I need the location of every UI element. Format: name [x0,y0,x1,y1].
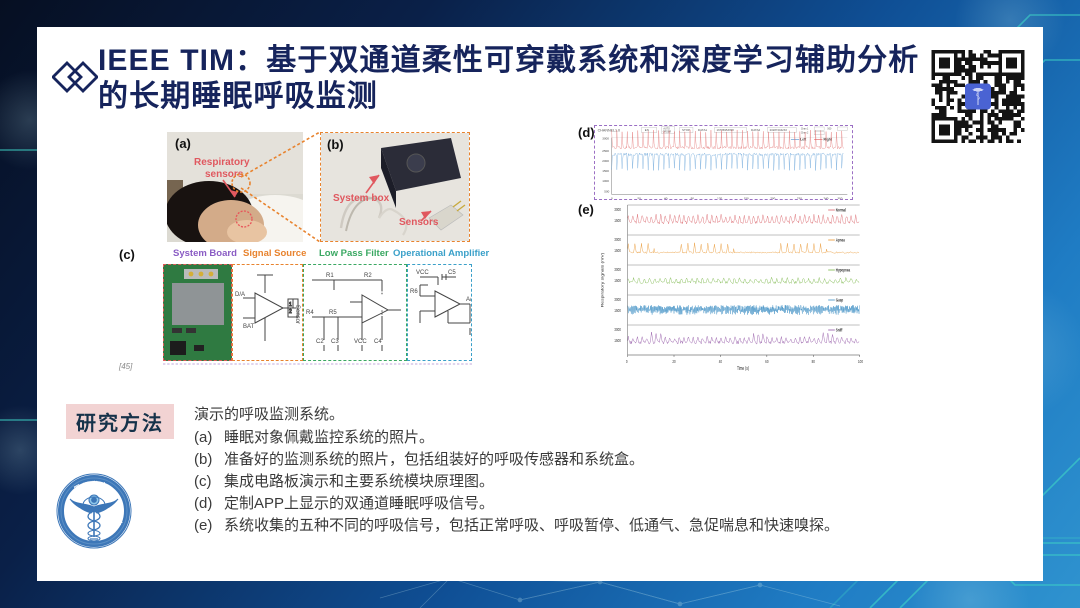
svg-text:60: 60 [765,359,768,364]
svg-text:80: 80 [812,359,815,364]
svg-text:C3: C3 [331,339,339,345]
svg-text:2000: 2000 [602,159,609,163]
svg-text:1500: 1500 [614,218,621,223]
svg-text:Time (s): Time (s) [737,365,749,371]
svg-text:A/D: A/D [466,297,472,303]
svg-text:C4: C4 [374,339,382,345]
svg-text:D/A: D/A [235,292,245,298]
svg-text:240: 240 [823,196,828,200]
svg-text:C5: C5 [448,270,456,276]
svg-text:500: 500 [827,129,832,131]
svg-text:BAT: BAT [243,324,255,330]
svg-text:0: 0 [611,196,613,200]
svg-text:500: 500 [604,190,609,194]
svg-text:Hypopnea: Hypopnea [836,268,851,273]
svg-text:Respiratory signals (mV): Respiratory signals (mV) [601,252,605,307]
svg-text:R2: R2 [364,273,372,279]
svg-text:1500: 1500 [614,248,621,253]
svg-text:3000: 3000 [614,237,621,242]
svg-text:1: 1 [289,302,292,308]
svg-text:2: 2 [289,309,292,315]
svg-text:R1: R1 [326,273,334,279]
svg-text:1500: 1500 [614,308,621,313]
svg-text:3000: 3000 [614,327,621,332]
svg-text:200: 200 [770,196,775,200]
svg-text:DATA2: DATA2 [751,128,760,132]
svg-text:40: 40 [719,359,722,364]
svg-text:2500: 2500 [602,149,609,153]
svg-text:C2: C2 [316,339,324,345]
svg-text:230: 230 [797,196,802,200]
svg-text:120: 120 [717,196,722,200]
svg-text:3000: 3000 [602,136,609,140]
svg-text:R6: R6 [410,289,418,295]
svg-text:300: 300 [837,196,842,200]
svg-text:Apnea: Apnea [836,238,846,243]
svg-text:1000: 1000 [602,179,609,183]
svg-text:1500: 1500 [614,278,621,283]
svg-text:90: 90 [691,196,695,200]
svg-text:Sensor: Sensor [294,305,300,324]
svg-text:VCC: VCC [416,270,429,276]
svg-text:150: 150 [744,196,749,200]
svg-text:R4: R4 [306,310,314,316]
svg-text:3000: 3000 [614,207,621,212]
svg-text:3000: 3000 [614,267,621,272]
svg-text:Chan 1: Chan 1 [801,129,809,131]
svg-text:STOP: STOP [682,128,690,132]
svg-text:50: 50 [638,196,642,200]
svg-text:20287204233: 20287204233 [770,128,788,132]
svg-text:3000: 3000 [614,297,621,302]
svg-text:DATA1: DATA1 [698,128,707,132]
svg-text:20: 20 [672,359,675,364]
svg-text:0: 0 [626,359,628,364]
svg-text:R5: R5 [329,310,337,316]
svg-text:Gasp: Gasp [836,298,844,303]
svg-text:Normal: Normal [836,208,846,213]
svg-text:Left: Left [800,138,807,142]
svg-text:AUTO: AUTO [663,128,670,131]
svg-text:1500: 1500 [602,169,609,173]
svg-text:Right: Right [823,138,832,142]
svg-text:16786953398: 16786953398 [717,128,735,132]
svg-text:1500: 1500 [614,338,621,343]
svg-text:100: 100 [858,359,863,364]
svg-text:Sniff: Sniff [836,328,843,333]
svg-text:40: 40 [664,196,668,200]
svg-text:VCC: VCC [354,339,367,345]
